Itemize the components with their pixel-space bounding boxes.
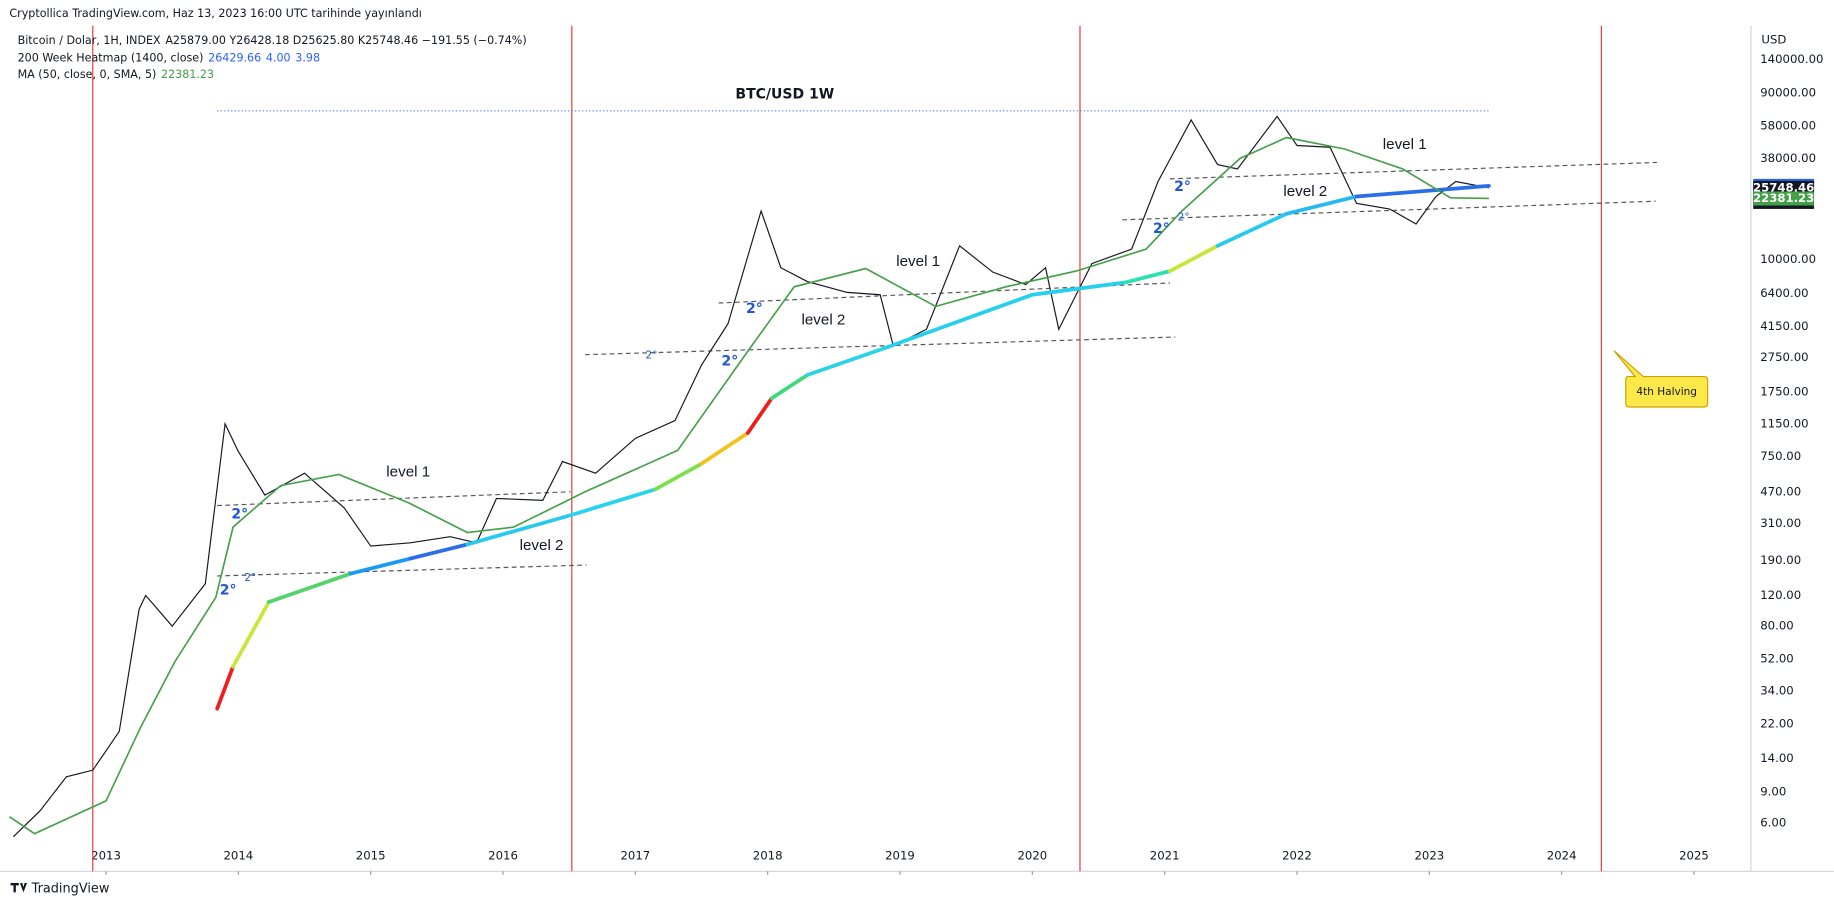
chart-title: BTC/USD 1W (735, 87, 834, 103)
heatmap-segment (408, 542, 470, 561)
legend-entry: 200 Week Heatmap (1400, close) 26429.66 4.… (18, 51, 320, 64)
legend-name: Bitcoin / Dolar, 1H, INDEX (18, 34, 161, 47)
price-badge (1753, 191, 1815, 206)
heatmap-segment (699, 431, 750, 466)
heatmap-segment (745, 396, 774, 435)
legend-values: A25879.00 Y26428.18 D25625.80 K25748.46 … (165, 34, 526, 47)
heatmap-segment (1123, 269, 1172, 285)
annotation: 2° (1178, 212, 1190, 224)
y-tick-label: 120.00 (1760, 588, 1801, 602)
legend-entry: MA (50, close, 0, SMA, 5) 22381.23 (18, 68, 214, 81)
heatmap-segment (215, 664, 235, 711)
heatmap-segment (1030, 280, 1127, 297)
trendline (1169, 161, 1657, 180)
legend-entry: Bitcoin / Dolar, 1H, INDEX A25879.00 Y264… (18, 34, 527, 47)
y-tick-label: 90000.00 (1760, 85, 1816, 99)
y-tick-label: 9.00 (1760, 785, 1786, 799)
legend-value: 3.98 (295, 51, 320, 64)
heatmap-segment (465, 513, 573, 547)
x-tick-label: 2019 (885, 849, 915, 863)
annotation: 2° (231, 507, 248, 523)
annotation: 2° (646, 350, 658, 362)
annotation: level 2 (520, 537, 564, 554)
ma-line (8, 136, 1489, 835)
x-tick-label: 2014 (223, 849, 253, 863)
y-tick-label: 1150.00 (1760, 416, 1808, 430)
price-badge-label: 25748.46 (1753, 180, 1814, 194)
x-tick-label: 2020 (1017, 849, 1047, 863)
y-tick-label: 4150.00 (1760, 319, 1808, 333)
annotation: 2° (1153, 221, 1170, 237)
annotation: 2° (244, 572, 256, 584)
annotation: level 1 (896, 253, 940, 270)
heatmap-segment (266, 571, 353, 604)
trendline (1122, 200, 1656, 221)
y-tick-label: 34.00 (1760, 684, 1793, 698)
trendline (718, 282, 1170, 304)
heatmap-segment (568, 487, 658, 518)
annotation: level 1 (386, 464, 430, 481)
footer-logo (10, 883, 27, 893)
price-badge-label: 22381.23 (1753, 191, 1814, 205)
x-tick-label: 2024 (1547, 849, 1577, 863)
y-tick-label: 6.00 (1760, 815, 1786, 829)
legend-value: 4.00 (266, 51, 291, 64)
legend-value: 26429.66 (208, 51, 261, 64)
heatmap-segment (805, 345, 889, 377)
y-tick-label: 38000.00 (1760, 151, 1816, 165)
heatmap-segment (769, 373, 810, 401)
x-tick-label: 2016 (488, 849, 518, 863)
y-tick-label: 140000.00 (1760, 52, 1823, 66)
x-tick-label: 2023 (1414, 849, 1444, 863)
legend-name: 200 Week Heatmap (1400, close) (18, 51, 204, 64)
annotation: level 2 (801, 311, 845, 328)
published-note: Cryptollica TradingView.com, Haz 13, 202… (9, 7, 421, 20)
annotation: level 2 (1283, 183, 1327, 200)
y-tick-label: 1750.00 (1760, 384, 1808, 398)
legend-value: 22381.23 (161, 68, 214, 81)
x-tick-label: 2015 (356, 849, 386, 863)
heatmap-segment (348, 556, 413, 576)
axis-unit: USD (1761, 32, 1786, 46)
x-tick-label: 2025 (1679, 849, 1709, 863)
x-tick-label: 2017 (620, 849, 650, 863)
heatmap-segment (884, 292, 1035, 350)
annotation: 2° (746, 301, 763, 317)
trendline (217, 491, 571, 507)
x-tick-label: 2013 (91, 849, 121, 863)
heatmap-segment (231, 600, 271, 669)
heatmap-segment (1284, 194, 1359, 216)
y-tick-label: 2750.00 (1760, 350, 1808, 364)
x-tick-label: 2018 (753, 849, 783, 863)
annotation: 2° (721, 353, 738, 369)
y-tick-label: 22.00 (1760, 717, 1793, 731)
halving-label: 4th Halving (1636, 386, 1697, 398)
trendline (217, 564, 587, 577)
heatmap-segment (1215, 211, 1289, 248)
halving-callout (1613, 350, 1709, 408)
annotation: 2° (1174, 179, 1191, 195)
heatmap-segment (1168, 243, 1220, 273)
y-tick-label: 6400.00 (1760, 286, 1808, 300)
trendline (585, 336, 1176, 356)
y-tick-label: 58000.00 (1760, 119, 1816, 133)
y-tick-label: 310.00 (1760, 516, 1801, 530)
y-tick-label: 750.00 (1760, 449, 1801, 463)
x-tick-label: 2022 (1282, 849, 1312, 863)
legend-name: MA (50, close, 0, SMA, 5) (18, 68, 157, 81)
annotation: 2° (220, 583, 237, 599)
y-tick-label: 80.00 (1760, 619, 1793, 633)
y-tick-label: 10000.00 (1760, 252, 1816, 266)
footer-brand: TradingView (31, 881, 110, 896)
heatmap-segment (653, 461, 704, 492)
price-line (12, 115, 1490, 838)
y-tick-label: 190.00 (1760, 553, 1801, 567)
y-tick-label: 14.00 (1760, 751, 1793, 765)
heatmap-segment (1354, 184, 1491, 199)
y-tick-label: 52.00 (1760, 651, 1793, 665)
y-tick-label: 470.00 (1760, 484, 1801, 498)
annotation: level 1 (1383, 136, 1427, 153)
x-tick-label: 2021 (1150, 849, 1180, 863)
